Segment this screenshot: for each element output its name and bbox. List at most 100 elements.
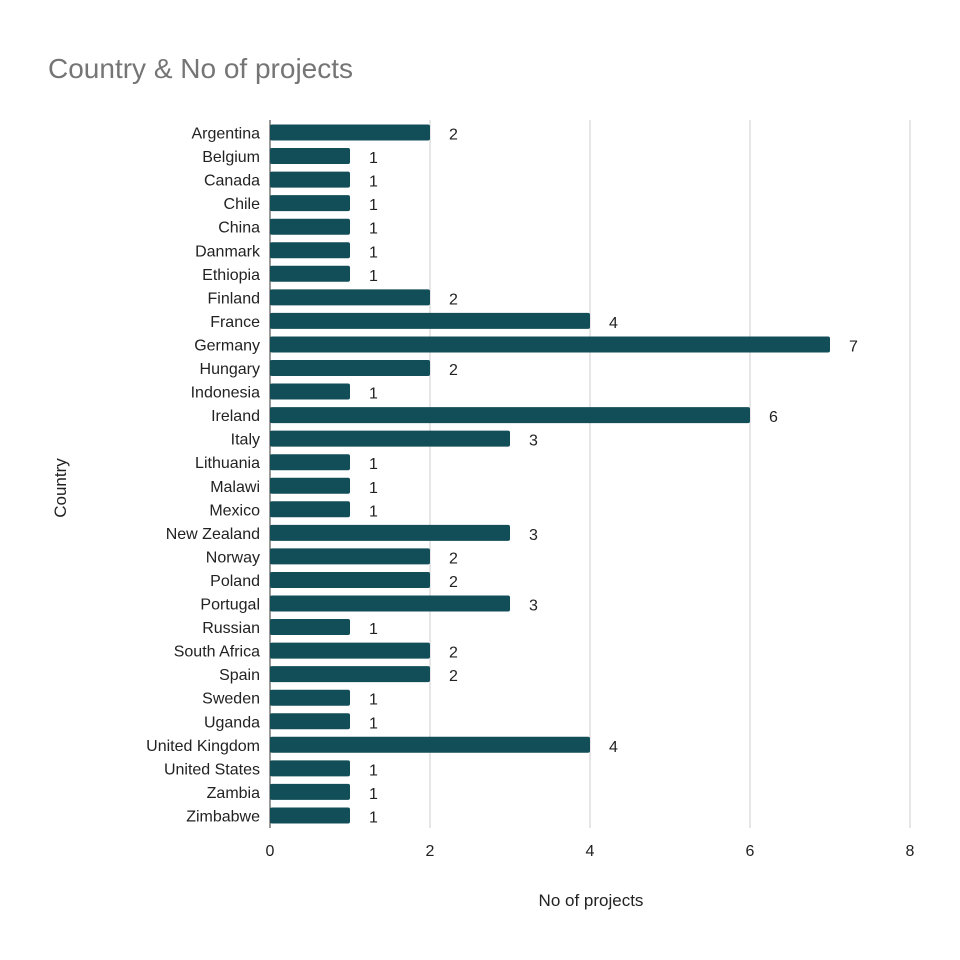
x-axis-title: No of projects <box>539 891 644 910</box>
bar <box>270 713 350 730</box>
y-axis-title: Country <box>51 458 70 518</box>
data-label: 1 <box>369 150 378 167</box>
bar <box>270 783 350 800</box>
data-label: 1 <box>369 174 378 191</box>
x-tick-label: 4 <box>586 843 595 860</box>
data-label: 2 <box>449 645 458 662</box>
category-label: South Africa <box>174 644 260 661</box>
bar <box>270 360 430 376</box>
bar <box>270 242 350 259</box>
bar <box>270 642 430 659</box>
category-label: Belgium <box>202 149 260 166</box>
category-label: Mexico <box>209 502 260 519</box>
data-label: 1 <box>369 386 378 403</box>
category-label: Ireland <box>211 408 260 425</box>
data-label: 1 <box>369 715 378 732</box>
category-label: Ethiopia <box>202 267 260 284</box>
category-label: Danmark <box>195 243 261 260</box>
gridlines <box>269 120 911 828</box>
category-label: Italy <box>231 432 260 449</box>
bar <box>270 383 350 400</box>
bar <box>270 148 350 165</box>
bar <box>270 195 350 212</box>
category-label: Canada <box>204 173 260 190</box>
bar <box>270 689 350 706</box>
category-label: France <box>210 314 260 331</box>
bar <box>270 124 430 141</box>
category-label: Russian <box>202 620 260 637</box>
bar <box>270 477 350 494</box>
bar <box>270 666 430 683</box>
data-label: 1 <box>369 197 378 214</box>
bar <box>270 736 590 753</box>
bar <box>270 454 350 471</box>
data-label: 1 <box>369 809 378 826</box>
category-label: Malawi <box>210 479 260 496</box>
data-label: 1 <box>369 503 378 520</box>
data-label: 1 <box>369 244 378 261</box>
data-label: 2 <box>449 550 458 567</box>
category-label: United Kingdom <box>146 738 260 755</box>
category-label: Sweden <box>202 691 260 708</box>
data-label: 1 <box>369 456 378 473</box>
data-label: 3 <box>529 598 538 615</box>
data-label: 1 <box>369 762 378 779</box>
data-label: 3 <box>529 433 538 450</box>
category-label: Norway <box>206 549 260 566</box>
bar <box>270 336 830 353</box>
x-tick-label: 6 <box>746 843 755 860</box>
category-label: Chile <box>224 196 261 213</box>
category-label: Germany <box>194 337 260 354</box>
bar <box>270 595 510 612</box>
x-tick-label: 0 <box>266 843 275 860</box>
data-label: 2 <box>449 362 458 379</box>
category-label: Indonesia <box>191 385 260 402</box>
category-label: Spain <box>219 667 260 684</box>
data-label: 7 <box>849 338 858 355</box>
data-label: 6 <box>769 409 778 426</box>
data-label: 1 <box>369 480 378 497</box>
category-label: Lithuania <box>195 455 260 472</box>
category-label: Hungary <box>200 361 260 378</box>
data-label: 4 <box>609 739 618 756</box>
bar <box>270 619 350 636</box>
data-label: 1 <box>369 221 378 238</box>
category-label: Zimbabwe <box>186 808 260 825</box>
data-label: 3 <box>529 527 538 544</box>
data-label: 4 <box>609 315 618 332</box>
bar <box>270 218 350 235</box>
category-label: Uganda <box>204 714 260 731</box>
x-tick-label: 8 <box>906 843 915 860</box>
category-label: Finland <box>208 290 260 307</box>
bar <box>270 289 430 306</box>
data-label: 2 <box>449 127 458 144</box>
data-label: 2 <box>449 668 458 685</box>
x-tick-labels: 0 2 4 6 8 <box>266 843 915 860</box>
category-label: Poland <box>210 573 260 590</box>
bar <box>270 807 350 824</box>
data-label: 1 <box>369 786 378 803</box>
bar <box>270 760 350 777</box>
bar <box>270 407 750 424</box>
data-label: 2 <box>449 291 458 308</box>
category-label: Portugal <box>200 597 260 614</box>
bar <box>270 548 430 565</box>
bar <box>270 171 350 188</box>
category-label: Argentina <box>192 126 261 143</box>
bar <box>270 430 510 447</box>
bar <box>270 501 350 518</box>
category-label: New Zealand <box>166 526 260 543</box>
chart-title: Country & No of projects <box>48 53 353 84</box>
bar <box>270 571 430 588</box>
data-label: 2 <box>449 574 458 591</box>
value-labels: 2 1 1 1 1 1 1 2 4 7 2 1 6 3 1 1 1 3 2 2 3 1 2 2 1 1 4 1 1 1 <box>369 127 858 827</box>
data-label: 1 <box>369 268 378 285</box>
bar <box>270 265 350 282</box>
data-label: 1 <box>369 692 378 709</box>
bar <box>270 312 590 329</box>
category-label: Zambia <box>207 785 260 802</box>
category-labels: Argentina Belgium Canada Chile China Danmark E… <box>146 126 261 826</box>
data-label: 1 <box>369 621 378 638</box>
bar <box>270 524 510 541</box>
